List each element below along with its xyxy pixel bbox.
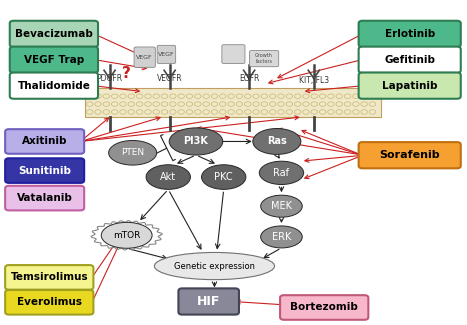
- Ellipse shape: [101, 222, 152, 248]
- Ellipse shape: [155, 253, 275, 280]
- Text: PTEN: PTEN: [121, 148, 144, 157]
- Text: mTOR: mTOR: [113, 231, 141, 240]
- FancyBboxPatch shape: [10, 72, 98, 99]
- Text: VEGF: VEGF: [136, 55, 153, 60]
- Text: Lapatinib: Lapatinib: [382, 81, 438, 91]
- Text: Gefitinib: Gefitinib: [384, 55, 435, 65]
- FancyBboxPatch shape: [359, 142, 461, 168]
- FancyBboxPatch shape: [10, 21, 98, 47]
- Text: Everolimus: Everolimus: [17, 297, 82, 307]
- FancyBboxPatch shape: [249, 50, 279, 67]
- Text: Thalidomide: Thalidomide: [17, 81, 90, 91]
- Text: Sunitinib: Sunitinib: [18, 166, 71, 176]
- Text: KIT, FL3: KIT, FL3: [299, 76, 329, 85]
- Text: PKC: PKC: [214, 172, 233, 182]
- Text: Bevacizumab: Bevacizumab: [15, 29, 93, 39]
- Ellipse shape: [253, 128, 301, 154]
- Text: Temsirolimus: Temsirolimus: [10, 272, 88, 282]
- Text: Bortezomib: Bortezomib: [290, 303, 358, 312]
- Text: ERK: ERK: [272, 232, 291, 242]
- FancyBboxPatch shape: [5, 129, 84, 154]
- FancyBboxPatch shape: [359, 72, 461, 99]
- Bar: [85, 88, 381, 117]
- FancyBboxPatch shape: [178, 288, 239, 315]
- FancyBboxPatch shape: [10, 47, 98, 73]
- Text: PDGFR: PDGFR: [97, 74, 123, 83]
- Ellipse shape: [261, 226, 302, 248]
- Text: Axitinib: Axitinib: [22, 136, 67, 147]
- Text: ?: ?: [122, 66, 131, 81]
- FancyBboxPatch shape: [5, 290, 93, 315]
- Text: Ras: Ras: [267, 136, 287, 147]
- FancyBboxPatch shape: [5, 158, 84, 183]
- Text: Genetic expression: Genetic expression: [174, 262, 255, 270]
- Ellipse shape: [259, 161, 304, 185]
- Ellipse shape: [146, 165, 191, 189]
- Text: VEGFR: VEGFR: [157, 74, 183, 83]
- Text: EGFR: EGFR: [239, 74, 259, 83]
- Ellipse shape: [169, 128, 223, 155]
- FancyBboxPatch shape: [157, 46, 176, 63]
- FancyBboxPatch shape: [280, 295, 368, 320]
- Text: Erlotinib: Erlotinib: [385, 29, 435, 39]
- Text: VEGF Trap: VEGF Trap: [24, 55, 84, 65]
- FancyBboxPatch shape: [5, 186, 84, 210]
- Ellipse shape: [261, 195, 302, 217]
- Text: Sorafenib: Sorafenib: [379, 150, 440, 160]
- FancyBboxPatch shape: [134, 47, 156, 67]
- Text: HIF: HIF: [197, 295, 220, 308]
- Text: PI3K: PI3K: [184, 136, 208, 147]
- Text: VEGF: VEGF: [158, 52, 175, 57]
- Ellipse shape: [109, 140, 157, 165]
- Text: Growth
factors: Growth factors: [255, 53, 273, 64]
- FancyBboxPatch shape: [359, 47, 461, 73]
- Text: Raf: Raf: [274, 168, 290, 178]
- FancyBboxPatch shape: [5, 265, 93, 290]
- Text: Akt: Akt: [160, 172, 177, 182]
- FancyBboxPatch shape: [359, 21, 461, 47]
- Text: MEK: MEK: [271, 201, 292, 211]
- FancyBboxPatch shape: [222, 45, 245, 63]
- Ellipse shape: [202, 165, 246, 189]
- Text: Vatalanib: Vatalanib: [17, 193, 72, 203]
